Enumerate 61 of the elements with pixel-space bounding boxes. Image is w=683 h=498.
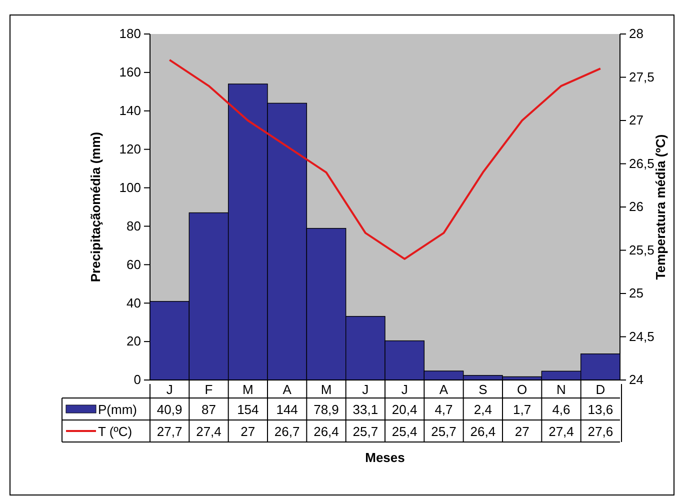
x-tick-label: M [242,382,254,397]
y2-tick-label: 24 [629,372,644,388]
data-label: 27 [240,424,256,439]
y-tick-label: 20 [126,334,141,349]
x-tick-label: J [166,382,173,397]
legend-label: T (ºC) [98,424,132,439]
y-tick-label: 0 [134,372,141,388]
y2-tick-label: 26,5 [629,156,654,171]
x-tick-label: O [517,382,528,397]
data-label: 25,4 [392,424,418,439]
y-tick-label: 80 [126,218,141,234]
y2-tick-label: 27,5 [629,69,654,84]
y2-tick-label: 26 [629,199,644,214]
data-label: 13,6 [588,402,614,417]
y-tick-label: 60 [126,256,141,272]
x-tick-label: D [596,382,606,397]
data-label: 78,9 [314,402,339,417]
x-tick-label: J [362,382,369,397]
y2-tick-label: 25,5 [629,242,654,258]
data-label: 144 [276,402,298,417]
y-tick-label: 40 [126,295,141,310]
line-series [168,58,602,260]
y2-tick-label: 25 [629,286,644,301]
data-label: 87 [202,402,216,417]
data-label: 25,7 [352,424,378,439]
data-label: 27 [514,424,530,439]
y-tick-label: 160 [119,64,141,80]
data-label: 27,4 [548,424,574,439]
x-axis-title: Meses [365,450,405,465]
y-tick-label: 100 [119,180,141,195]
x-tick-label: M [320,382,332,397]
legend-label: P(mm) [98,402,137,417]
y-tick-label: 180 [119,26,141,42]
y-tick-label: 140 [119,103,141,118]
x-tick-label: F [204,382,213,397]
x-tick-label: A [282,382,292,397]
x-tick-label: A [439,382,448,397]
y2-tick-label: 24,5 [629,328,654,344]
data-label: 26,4 [470,424,496,439]
data-label: 154 [237,402,259,417]
x-tick-label: S [478,382,488,397]
y2-axis-title: Temperatura média (ºC) [653,134,668,280]
data-label: 4,6 [552,402,570,417]
data-label: 27,6 [588,424,614,439]
y2-tick-label: 27 [629,112,644,128]
y-axis-title: Precipitaçãomédia (mm) [88,132,103,282]
y-tick-label: 120 [119,141,141,156]
data-label: 20,4 [392,402,418,417]
data-label: 2,4 [474,402,492,417]
data-label: 4,7 [434,402,453,417]
data-label: 26,7 [274,424,300,439]
data-label: 26,4 [314,424,339,439]
x-tick-label: N [556,382,566,397]
data-label: 33,1 [352,402,378,417]
y2-tick-label: 28 [629,26,644,42]
data-label: 1,7 [513,402,532,417]
data-label: 27,4 [196,424,222,439]
data-label: 40,9 [156,402,182,417]
data-label: 25,7 [431,424,456,439]
data-label: 27,7 [156,424,182,439]
x-tick-label: J [401,382,408,397]
